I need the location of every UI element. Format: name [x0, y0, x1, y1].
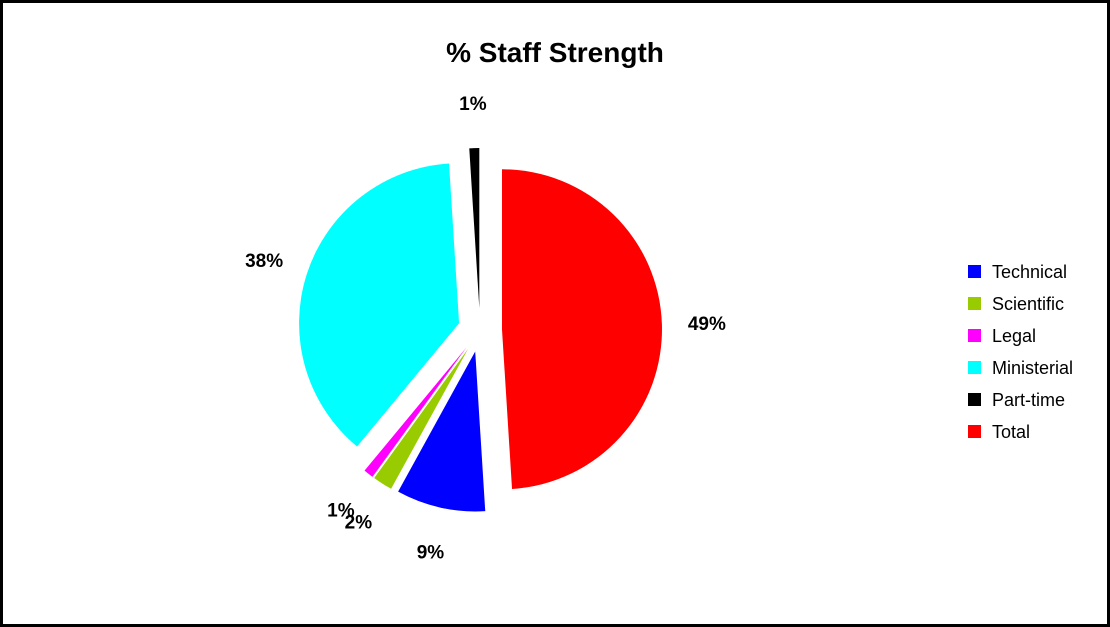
slice-label-total: 49%	[688, 314, 726, 335]
legend-label-ministerial: Ministerial	[992, 358, 1073, 378]
pie-slice-ministerial	[299, 163, 460, 447]
slice-labels: 49%9%2%1%38%1%	[245, 94, 726, 563]
legend-item-scientific: Scientific	[968, 294, 1064, 314]
chart-title: % Staff Strength	[446, 37, 664, 68]
pie-slice-scientific	[374, 348, 469, 489]
slice-label-ministerial: 38%	[245, 251, 283, 272]
legend-label-technical: Technical	[992, 262, 1067, 282]
slice-label-technical: 9%	[417, 543, 445, 564]
pie-slices	[299, 148, 662, 512]
legend-swatch-ministerial	[968, 361, 981, 374]
legend-item-technical: Technical	[968, 262, 1067, 282]
slice-label-part-time: 1%	[459, 94, 487, 115]
legend-item-ministerial: Ministerial	[968, 358, 1073, 378]
slice-label-scientific: 2%	[345, 513, 373, 534]
slice-label-legal: 1%	[327, 500, 355, 521]
pie-slice-legal	[364, 347, 467, 477]
legend-label-total: Total	[992, 422, 1030, 442]
legend: Technical Scientific Legal Ministerial Part-…	[968, 262, 1073, 442]
pie-slice-total	[501, 169, 662, 489]
pie-slice-technical	[398, 351, 486, 512]
legend-item-legal: Legal	[968, 326, 1036, 346]
legend-swatch-legal	[968, 329, 981, 342]
pie-slice-part-time	[469, 148, 480, 309]
legend-item-part-time: Part-time	[968, 390, 1065, 410]
legend-label-part-time: Part-time	[992, 390, 1065, 410]
legend-item-total: Total	[968, 422, 1030, 442]
legend-label-legal: Legal	[992, 326, 1036, 346]
legend-swatch-scientific	[968, 297, 981, 310]
legend-swatch-total	[968, 425, 981, 438]
legend-swatch-part-time	[968, 393, 981, 406]
legend-swatch-technical	[968, 265, 981, 278]
legend-label-scientific: Scientific	[992, 294, 1064, 314]
